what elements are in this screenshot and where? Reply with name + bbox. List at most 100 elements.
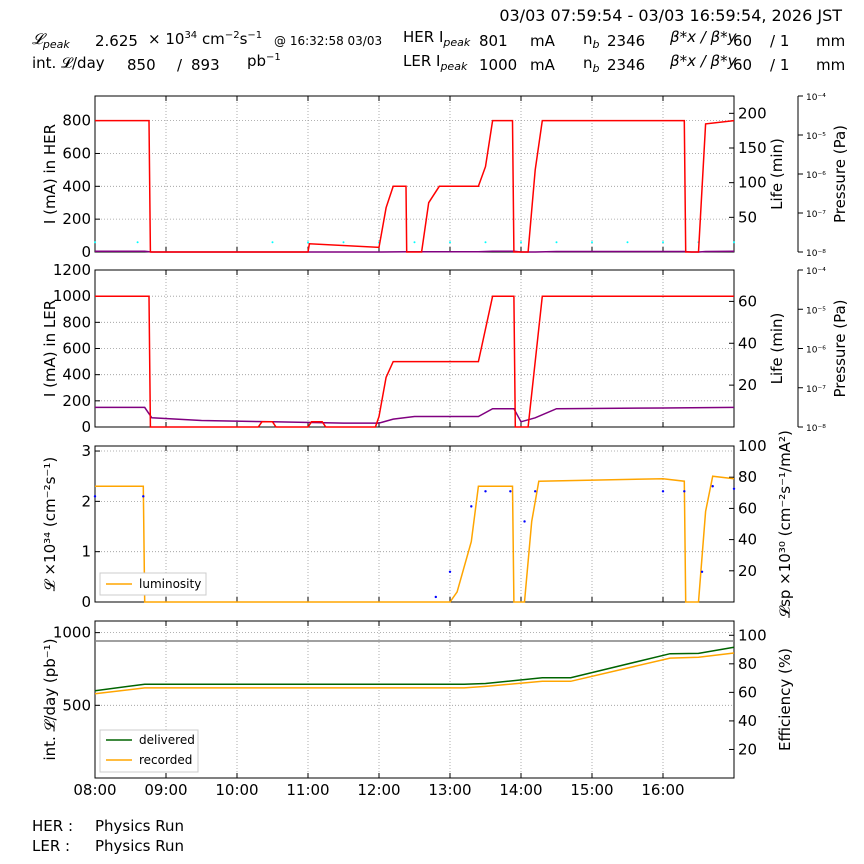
specific-lum-point (683, 490, 686, 493)
panel-luminosity-ylabel-right: 𝓛sp ×10³⁰ (cm⁻²s⁻¹/mA²) (776, 430, 794, 618)
panel-LER-ytick-label: 200 (62, 392, 91, 410)
specific-lum-point (434, 595, 437, 599)
panel-HER-rtick-label: 100 (738, 174, 767, 192)
her-peak-unit: mA (530, 32, 555, 50)
her-life-point (342, 241, 345, 244)
specific-lum-point (661, 490, 665, 493)
her-life-point (136, 241, 139, 244)
int-lum-unit: pb−1 (247, 52, 281, 70)
her-beta-label: β*x / β*y (670, 28, 737, 46)
x-tick-label: 08:00 (73, 781, 116, 799)
specific-lum-point (700, 570, 704, 574)
panel-LER-ylabel-right: Life (min) (768, 313, 786, 385)
panel-LER-pressure-label: 10⁻⁷ (806, 385, 826, 395)
her-life-point (591, 241, 593, 244)
her-life-point (733, 241, 735, 244)
specific-lum-point (523, 520, 526, 523)
her-life-point (413, 241, 416, 244)
panel-HER-pressure-label: 10⁻⁶ (806, 171, 826, 181)
delivered-line (94, 646, 735, 692)
luminosity-line (95, 475, 735, 603)
panel-LER-pressure-title: Pressure (Pa) (831, 299, 849, 397)
x-tick-label: 12:00 (357, 781, 400, 799)
her-peak-value: 801 (479, 32, 508, 50)
panel-luminosity-rtick-label: 20 (738, 562, 757, 580)
her-life-point (449, 241, 451, 244)
panel-HER-ytick-label: 600 (62, 144, 91, 162)
ler-beta-label: β*x / β*y (670, 52, 737, 70)
int-lum-delivered: 850 (127, 56, 156, 74)
panel-LER-pressure-label: 10⁻⁶ (806, 346, 826, 356)
her-beta-x: 60 (733, 32, 753, 50)
ler-status-value: Physics Run (95, 837, 185, 855)
x-tick-label: 11:00 (286, 781, 329, 799)
panel-LER-ytick-label: 800 (62, 313, 91, 331)
her-beta-y: / 1 (770, 32, 790, 50)
ler-beta-y: / 1 (770, 56, 790, 74)
specific-lum-point (509, 490, 512, 493)
her-life-point (271, 241, 274, 244)
ler-beta-unit: mm (816, 56, 846, 74)
panel-integrated-frame (94, 620, 735, 779)
ler-beta-x: 60 (733, 56, 753, 74)
ler-peak-value: 1000 (479, 56, 518, 74)
panel-integrated-rtick-label: 40 (738, 712, 757, 730)
recorded-legend-label: recorded (139, 753, 192, 767)
panel-HER-frame (94, 95, 735, 253)
lpeak-label: 𝓛peak (32, 30, 70, 51)
panel-HER-pressure-title: Pressure (Pa) (831, 125, 849, 223)
panel-LER-ytick-label: 400 (62, 366, 91, 384)
x-tick-label: 15:00 (570, 781, 613, 799)
panel-HER-pressure-label: 10⁻⁸ (806, 249, 826, 259)
panel-integrated-ylabel-right: Efficiency (%) (776, 648, 794, 751)
panel-HER-ytick-label: 200 (62, 210, 91, 228)
her-current-line (95, 119, 735, 253)
int-lum-recorded: 893 (191, 56, 220, 74)
panel-integrated-ytick-label: 1000 (53, 624, 91, 642)
her-life-point (484, 241, 487, 244)
her-life-point (555, 241, 558, 244)
specific-lum-point (732, 487, 736, 490)
her-nb-label: nb (583, 30, 600, 51)
panel-luminosity-ytick-label: 1 (81, 543, 91, 561)
panel-LER-pressure-label: 10⁻⁸ (806, 424, 826, 434)
panel-HER-ytick-label: 400 (62, 177, 91, 195)
ler-status-label: LER : (32, 837, 71, 855)
panel-LER-rtick-label: 20 (738, 376, 757, 394)
x-tick-label: 13:00 (428, 781, 471, 799)
panel-LER-pressure-label: 10⁻⁴ (806, 267, 826, 277)
specific-lum-point (93, 495, 97, 498)
panel-integrated-ylabel: int. 𝓛/day (pb⁻¹) (41, 638, 59, 760)
specific-lum-point (448, 570, 452, 574)
ler-current-line (95, 295, 734, 428)
panel-HER-rtick-label: 200 (738, 104, 767, 122)
her-status-value: Physics Run (95, 817, 185, 835)
panel-integrated-ytick-label: 500 (62, 696, 91, 714)
her-life-point (94, 241, 96, 244)
ler-pressure-line (95, 406, 735, 424)
specific-lum-point (484, 490, 487, 493)
int-legend-box (99, 729, 199, 773)
panel-luminosity-ytick-label: 0 (81, 593, 91, 611)
panel-HER-rtick-label: 150 (738, 139, 767, 157)
panel-luminosity-rtick-label: 60 (738, 499, 757, 517)
panel-HER-ylabel: I (mA) in HER (41, 124, 59, 224)
her-nb-value: 2346 (607, 32, 646, 50)
lum-legend-box (99, 572, 207, 596)
panel-LER-ytick-label: 1200 (53, 261, 91, 279)
panel-luminosity-ytick-label: 3 (81, 442, 91, 460)
specific-lum-point (470, 505, 473, 508)
panel-LER-ytick-label: 0 (81, 418, 91, 436)
lpeak-value: 2.625 (95, 32, 138, 50)
panel-HER-ytick-label: 800 (62, 112, 91, 130)
int-lum-label: int. 𝓛/day (32, 54, 105, 72)
panel-LER-ytick-label: 600 (62, 340, 91, 358)
panel-HER-pressure-label: 10⁻⁷ (806, 210, 826, 220)
her-life-point (626, 241, 629, 244)
panel-integrated-rtick-label: 60 (738, 683, 757, 701)
lum-legend-label: luminosity (139, 577, 201, 591)
panel-luminosity-rtick-label: 100 (738, 437, 767, 455)
panel-integrated-rtick-label: 80 (738, 655, 757, 673)
her-status-label: HER : (32, 817, 74, 835)
